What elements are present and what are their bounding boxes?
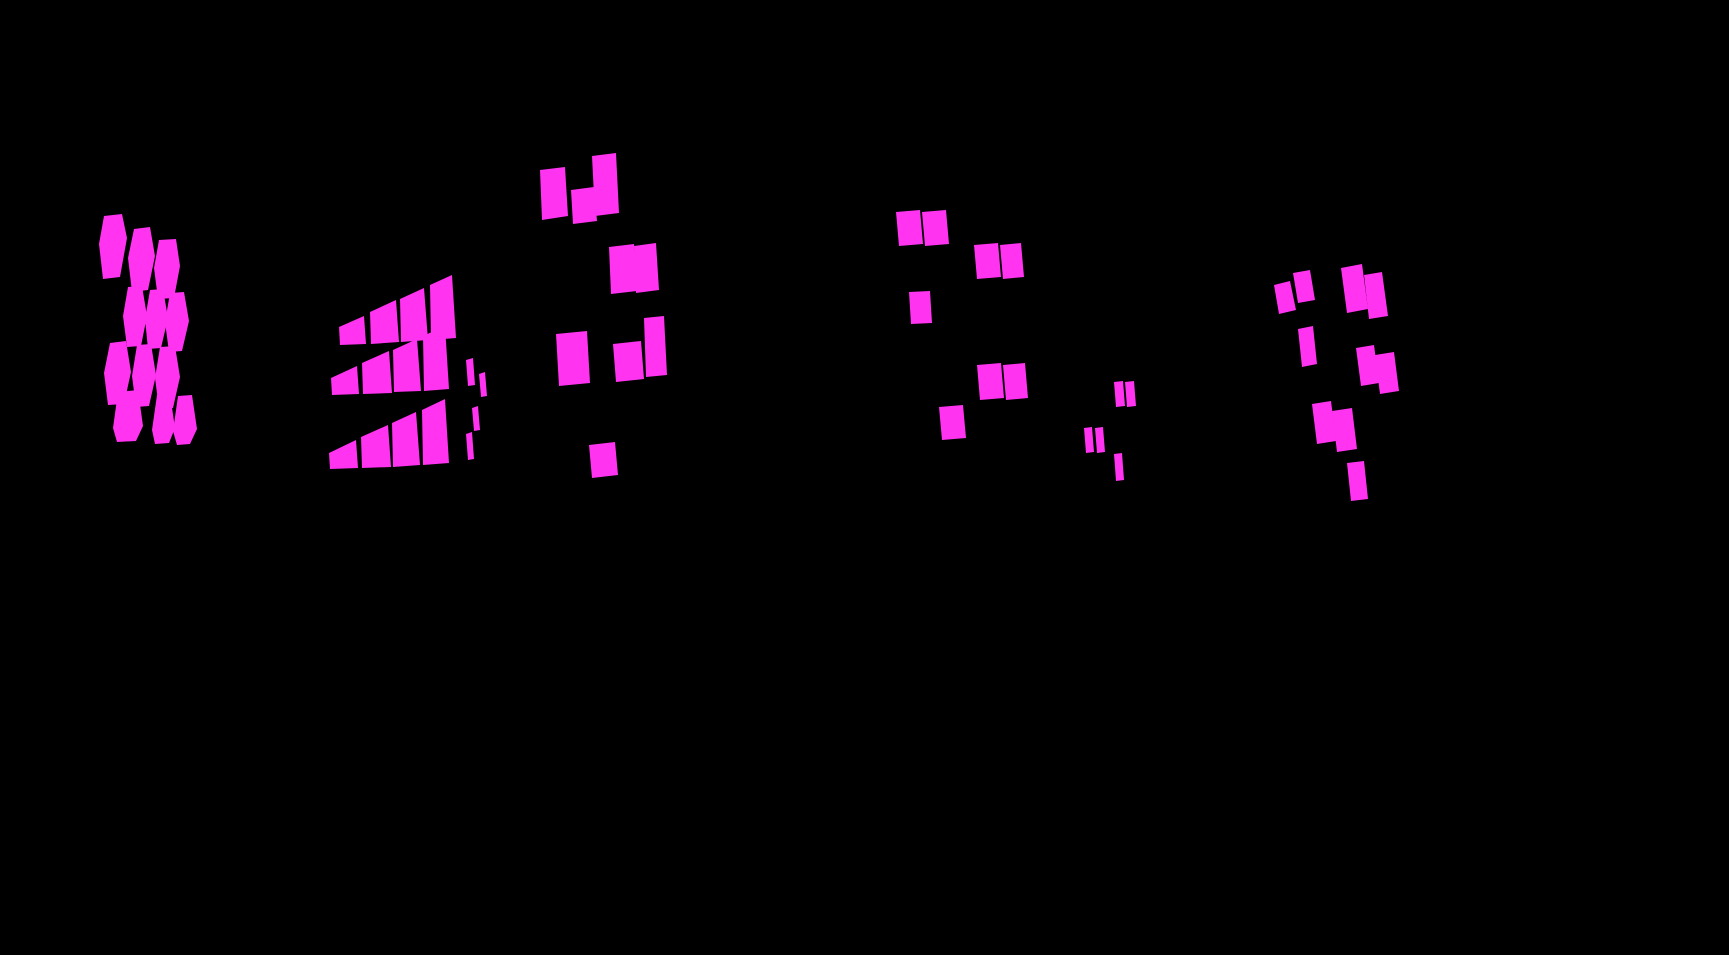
cluster-mid-blocks (540, 153, 667, 478)
region-l-r4-c (173, 395, 197, 445)
region-s-r3-d (422, 399, 449, 465)
cluster-right-squares (896, 210, 1028, 440)
region-fr-r4-a (1312, 401, 1336, 444)
region-fr-r1-a (1274, 281, 1296, 314)
region-m-top-c (592, 153, 619, 216)
region-s-r1-b (370, 300, 399, 344)
region-r-single1 (909, 291, 932, 324)
region-s-r2-d (423, 326, 449, 391)
region-fr-r2-b (1364, 272, 1388, 319)
region-m-low-c (644, 316, 667, 377)
region-fr-single1 (1298, 326, 1317, 367)
region-sv-e (1114, 453, 1124, 481)
region-s-r1-d (430, 275, 456, 340)
region-r-pair1-a (896, 210, 923, 246)
region-l-r3-a (104, 341, 131, 405)
region-l-r4-a (113, 390, 143, 442)
cluster-slivers (1084, 381, 1136, 481)
region-r-pair1-b (922, 210, 949, 246)
region-s-r2-c (393, 339, 421, 392)
region-sv-b (1125, 381, 1136, 407)
cluster-staircase-bars (329, 275, 487, 469)
cluster-left-bars (99, 214, 197, 445)
region-l-r1-b (128, 227, 155, 292)
region-l-r1-c (154, 239, 180, 299)
region-s-r1-c (400, 288, 428, 342)
region-r-pair3-b (1003, 363, 1028, 400)
region-fr-r2-a (1341, 264, 1368, 313)
region-l-r3-c (155, 346, 180, 409)
region-r-single2 (939, 405, 966, 440)
region-fr-bottom (1347, 461, 1368, 501)
region-l-r4-b (152, 394, 175, 444)
cluster-far-right-bars (1274, 264, 1399, 501)
region-fr-r3-b (1375, 352, 1399, 394)
region-m-mid-a (609, 244, 637, 294)
region-s-r2-b (362, 351, 392, 394)
region-sv-c (1084, 427, 1094, 453)
region-s-r1-a (339, 316, 366, 345)
region-l-r2-c (165, 292, 189, 352)
region-l-r1-a (99, 214, 127, 279)
region-m-low-b (613, 341, 644, 382)
region-m-mid-b (634, 243, 659, 293)
region-m-low-a (556, 331, 590, 386)
region-fr-r4-b (1332, 408, 1357, 452)
region-s-sliver-1 (466, 358, 475, 386)
region-s-sliver-3 (472, 406, 480, 431)
region-m-bottom (589, 442, 618, 478)
region-s-sliver-4 (466, 432, 474, 460)
region-m-top-a (540, 167, 568, 220)
region-sv-d (1095, 427, 1105, 453)
region-fr-r1-b (1293, 270, 1315, 303)
region-r-pair2-a (974, 243, 1001, 279)
region-r-pair2-b (1000, 243, 1024, 279)
region-l-r2-b (145, 289, 168, 349)
region-sv-a (1114, 381, 1125, 407)
region-s-r3-a (329, 440, 358, 469)
region-fr-r3-a (1356, 345, 1379, 386)
region-m-top-b (571, 187, 597, 224)
mask-region-groups (99, 153, 1399, 501)
region-s-r2-a (331, 366, 359, 395)
region-s-r3-c (392, 412, 420, 467)
region-r-pair3-a (977, 363, 1004, 400)
region-l-r2-a (123, 286, 147, 347)
region-s-r3-b (361, 425, 391, 468)
region-s-sliver-2 (479, 372, 487, 397)
